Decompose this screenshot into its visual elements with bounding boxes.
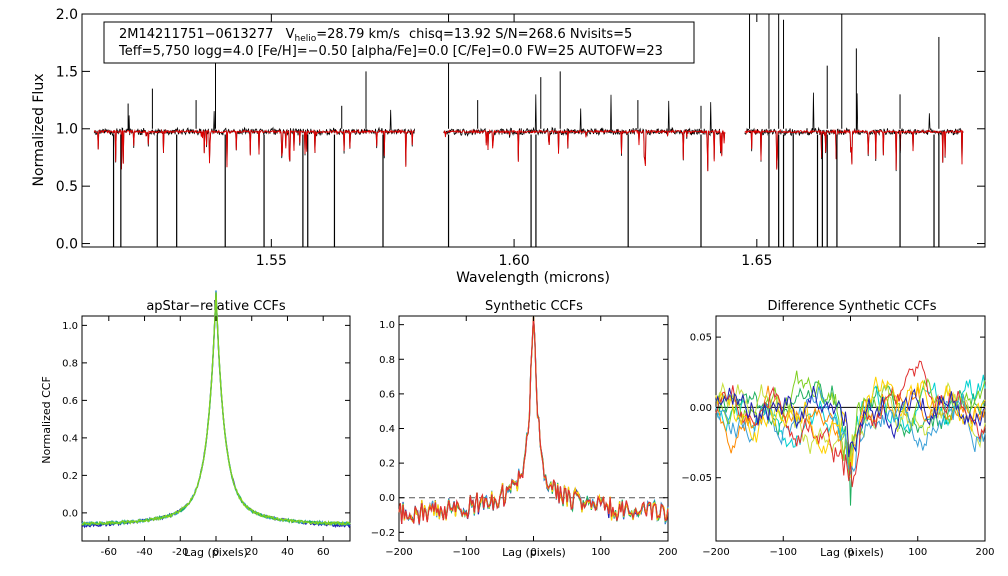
y-tick-label: 1.5: [56, 64, 78, 80]
x-tick-label: -20: [172, 547, 188, 558]
synthetic-ccf-visit-1: [398, 315, 669, 525]
y-tick-label: 0.4: [62, 433, 78, 444]
difference-ccf-x-label: Lag (pixels): [820, 546, 884, 559]
model-spectrum-chip-2: [443, 128, 726, 172]
synthetic-ccf-title: Synthetic CCFs: [485, 299, 583, 314]
y-tick-label: 0.8: [379, 355, 395, 366]
apstar-ccf-y-label: Normalized CCF: [40, 376, 53, 464]
difference-ccf-diff-4: [715, 381, 986, 479]
fit-stats: chisq=13.92 S/N=268.6 Nvisits=5: [409, 27, 632, 42]
x-tick-label: 0: [213, 547, 219, 558]
y-tick-label: 0.2: [62, 471, 78, 482]
x-tick-label: 20: [245, 547, 258, 558]
model-spectrum-chip-3: [744, 128, 964, 171]
spectrum-ticks: 1.55 1.60 1.65 0.0 0.5 1.0 1.5 2.0: [56, 7, 985, 269]
apstar-ccf-panel: apStar−relative CCFs -60 -40 -20 0 20 40 600.0…: [40, 290, 351, 559]
synthetic-ccf-marks: [398, 315, 669, 526]
x-tick-label: 100: [591, 547, 610, 558]
x-tick-label: −200: [385, 547, 412, 558]
apstar-ccf-visit-1: [81, 290, 351, 529]
x-tick-label: 1.65: [741, 253, 772, 269]
y-tick-label: 0.6: [62, 396, 78, 407]
apstar-ccf-visit-3: [81, 292, 351, 527]
y-tick-label: 0.05: [690, 333, 712, 344]
x-tick-label: −100: [453, 547, 480, 558]
spectrum-y-label: Normalized Flux: [31, 74, 47, 187]
apstar-ccf-ticks: -60 -40 -20 0 20 40 60 0.0 0.2 0.4 0.6 0.8 1.0: [62, 316, 350, 558]
apstar-ccf-visit-2: [81, 290, 351, 527]
x-tick-label: 40: [281, 547, 294, 558]
y-tick-label: −0.2: [371, 528, 395, 539]
y-tick-label: 1.0: [56, 122, 78, 138]
apstar-ccf-marks: [81, 290, 351, 529]
difference-ccf-title: Difference Synthetic CCFs: [767, 299, 936, 314]
synthetic-ccf-ticks: −200 −100 0 100 200 −0.2 0.0 0.2 0.4 0.6 0.8 1.0: [371, 316, 678, 558]
y-tick-label: 0.6: [379, 389, 395, 400]
spectrum-x-label: Wavelength (microns): [456, 270, 610, 286]
difference-ccf-marks: [715, 360, 986, 506]
y-tick-label: 0.0: [379, 493, 395, 504]
legend-line-1: 2M14211751−0613277 Vhelio=28.79 km/s chi…: [119, 27, 632, 44]
x-tick-label: 0: [847, 547, 853, 558]
difference-ccf-diff-7: [715, 360, 986, 488]
y-tick-label: 0.00: [690, 403, 712, 414]
synthetic-ccf-visit-2: [398, 315, 669, 526]
synthetic-ccf-visit-3: [398, 315, 669, 523]
spectrum-panel: 1.55 1.60 1.65 0.0 0.5 1.0 1.5 2.0 2M14211751−0…: [31, 7, 986, 286]
spectrum-marks: [93, 14, 964, 247]
difference-ccf-diff-9: [715, 385, 986, 458]
x-tick-label: 200: [658, 547, 677, 558]
y-tick-label: 0.5: [56, 179, 78, 195]
y-tick-label: 1.0: [62, 321, 78, 332]
difference-ccf-frame: [715, 315, 986, 542]
y-tick-label: 0.2: [379, 459, 395, 470]
y-tick-label: 0.0: [56, 236, 78, 252]
x-tick-label: 60: [317, 547, 330, 558]
difference-ccf-diff-6: [715, 386, 986, 476]
y-tick-label: −0.05: [681, 473, 712, 484]
y-tick-label: 1.0: [379, 320, 395, 331]
apstar-ccf-x-label: Lag (pixels): [184, 546, 248, 559]
synthetic-ccf-visit-4: [398, 315, 669, 523]
legend-line-2: Teff=5,750 logg=4.0 [Fe/H]=−0.50 [alpha/…: [118, 44, 663, 59]
difference-ccf-panel: Difference Synthetic CCFs −200 −100 0 100 20…: [681, 299, 994, 559]
x-tick-label: 1.55: [256, 253, 287, 269]
y-tick-label: 0.4: [379, 424, 395, 435]
apstar-ccf-visit-4: [81, 292, 351, 527]
legend-frame: [103, 21, 695, 64]
vhelio-label: V: [286, 27, 295, 42]
vhelio-value: =28.79 km/s: [316, 27, 400, 42]
model-spectrum-chip-1: [93, 128, 415, 170]
difference-ccf-ticks: −200 −100 0 100 200 −0.05 0.00 0.05: [681, 316, 995, 558]
x-tick-label: −100: [770, 547, 797, 558]
x-tick-label: 1.60: [498, 253, 529, 269]
spectrum-plot-frame: [81, 13, 986, 248]
x-tick-label: 200: [975, 547, 994, 558]
x-tick-label: 100: [908, 547, 927, 558]
x-tick-label: 0: [530, 547, 536, 558]
synthetic-ccf-visit-5: [398, 315, 669, 525]
x-tick-label: -60: [101, 547, 117, 558]
apstar-ccf-frame: [81, 315, 351, 542]
x-tick-label: −200: [702, 547, 729, 558]
synthetic-ccf-panel: Synthetic CCFs −200 −100 0 100 200 −0.2 0.0 0.2…: [371, 299, 678, 559]
x-tick-label: -40: [136, 547, 152, 558]
star-id: 2M14211751−0613277: [119, 27, 273, 42]
spectrum-legend-box: 2M14211751−0613277 Vhelio=28.79 km/s chi…: [103, 21, 695, 64]
y-tick-label: 2.0: [56, 7, 78, 23]
vhelio-subscript: helio: [295, 34, 317, 44]
y-tick-label: 0.8: [62, 358, 78, 369]
y-tick-label: 0.0: [62, 508, 78, 519]
synthetic-ccf-x-label: Lag (pixels): [502, 546, 566, 559]
